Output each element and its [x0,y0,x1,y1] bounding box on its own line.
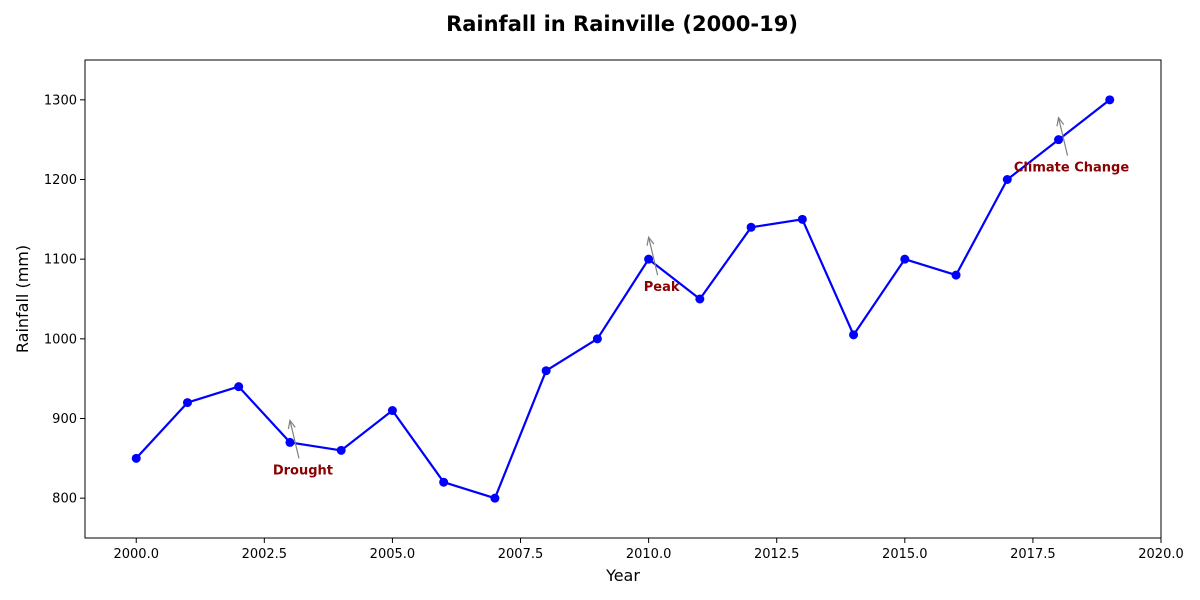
x-axis-label: Year [605,566,640,585]
data-point [849,330,859,340]
data-point [592,334,602,344]
x-tick-label: 2020.0 [1138,547,1184,562]
annotation-arrowhead [287,418,296,430]
annotations: Drought Peak Climate Change [273,116,1129,478]
annotation-arrowhead [1056,116,1065,127]
data-point [439,477,449,487]
data-point [695,294,705,304]
y-tick-label: 800 [52,492,77,507]
plot-frame [84,59,1162,539]
y-tick-label: 1200 [44,173,77,188]
data-point [644,254,654,264]
data-point [285,437,295,447]
x-tick-label: 2015.0 [882,547,928,562]
data-point [131,453,141,463]
annotation-label: Drought [273,463,333,478]
data-point [387,406,397,416]
data-point [490,493,500,503]
rainfall-line [135,98,1111,500]
x-tick-label: 2005.0 [370,547,416,562]
x-tick-label: 2010.0 [626,547,672,562]
x-tick-label: 2002.5 [242,547,288,562]
plot-content [131,95,1115,503]
y-tick-label: 1100 [44,253,77,268]
data-point [336,445,346,455]
annotation-arrowhead [646,235,655,246]
data-point [234,382,244,392]
x-axis-ticks: 2000.0 2002.5 2005.0 2007.5 2010.0 2012.5 2015… [113,538,1184,562]
data-point [1105,95,1115,105]
x-tick-label: 2012.5 [754,547,800,562]
annotation-arrow [289,420,300,459]
annotation-arrow [1057,117,1069,156]
data-point [900,254,910,264]
chart-title: Rainfall in Rainville (2000-19) [446,12,798,36]
data-point [746,222,756,232]
y-tick-label: 1000 [44,332,77,347]
x-tick-label: 2017.5 [1010,547,1056,562]
data-point [951,270,961,280]
x-tick-label: 2000.0 [113,547,159,562]
data-point [1002,175,1012,184]
data-point [797,214,807,224]
x-tick-label: 2007.5 [498,547,544,562]
annotation-label: Peak [644,280,680,295]
annotation-arrow [648,237,659,276]
data-point [182,398,192,408]
y-tick-label: 1300 [44,93,77,108]
annotation-label: Climate Change [1014,161,1129,176]
y-axis-label: Rainfall (mm) [13,245,32,353]
data-point [1054,135,1064,145]
y-tick-label: 900 [52,412,77,427]
y-axis-ticks: 800 900 1000 1100 1200 1300 [44,93,85,507]
data-point [541,366,551,376]
